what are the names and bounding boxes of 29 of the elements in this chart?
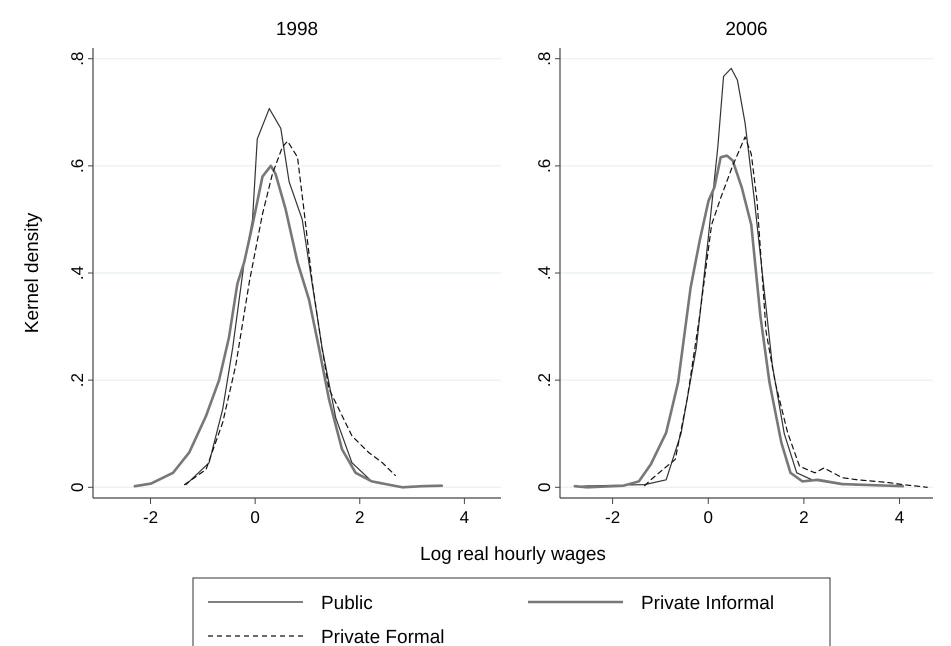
y-tick-label: 0: [535, 482, 554, 492]
x-tick-label: -2: [605, 508, 620, 527]
x-tick-label: 2: [355, 508, 365, 527]
chart-title: 2006: [725, 19, 768, 40]
legend-label: Private Formal: [321, 627, 445, 646]
y-axis-title: Kernel density: [22, 212, 43, 334]
y-tick-label: .6: [535, 158, 554, 173]
legend-label: Private Informal: [641, 593, 774, 614]
y-tick-label: .8: [535, 52, 554, 66]
x-axis-title: Log real hourly wages: [420, 544, 606, 565]
y-tick-label: .2: [68, 373, 87, 388]
y-tick-label: .8: [68, 52, 87, 66]
line-series: [184, 140, 396, 486]
y-tick-label: .6: [68, 158, 87, 173]
x-tick-label: 4: [460, 508, 470, 527]
x-tick-label: -2: [142, 508, 158, 527]
y-tick-label: .4: [535, 266, 554, 280]
x-tick-label: 2: [799, 508, 809, 527]
x-tick-label: 4: [894, 508, 904, 527]
x-tick-label: 0: [704, 508, 713, 527]
legend-label: Public: [321, 593, 373, 614]
y-tick-label: .4: [68, 266, 87, 280]
y-tick-label: 0: [68, 482, 87, 492]
line-series: [134, 164, 444, 489]
chart-title: 1998: [276, 19, 318, 40]
x-tick-label: 0: [250, 508, 260, 527]
line-series: [644, 136, 928, 488]
y-tick-label: .2: [535, 373, 554, 388]
line-series: [574, 154, 904, 489]
